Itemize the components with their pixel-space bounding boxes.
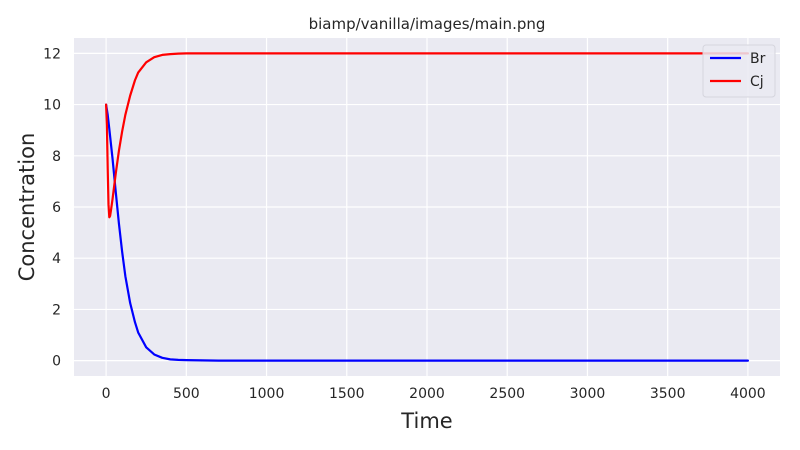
series-lines bbox=[104, 52, 750, 362]
x-tick-label: 3500 bbox=[650, 386, 686, 402]
y-tick-label: 6 bbox=[52, 200, 61, 216]
chart-title: biamp/vanilla/images/main.png bbox=[309, 15, 546, 33]
x-tick-label: 1500 bbox=[329, 386, 365, 402]
x-tick-label: 2500 bbox=[489, 386, 525, 402]
x-tick-label: 2000 bbox=[409, 386, 445, 402]
y-tick-label: 2 bbox=[52, 302, 61, 318]
y-axis-label: Concentration bbox=[15, 133, 39, 282]
series-line-cj bbox=[104, 52, 750, 219]
x-tick-label: 3000 bbox=[570, 386, 606, 402]
x-tick-label: 4000 bbox=[730, 386, 766, 402]
legend-label-br: Br bbox=[750, 51, 766, 67]
y-tick-label: 12 bbox=[43, 46, 61, 62]
tick-labels: 0 500 1000 1500 2000 2500 3000 3500 4000 0 2 4 6 8 10 1… bbox=[43, 46, 766, 402]
legend: Br Cj bbox=[702, 44, 776, 98]
y-tick-label: 8 bbox=[52, 149, 61, 165]
x-axis-label: Time bbox=[400, 409, 452, 433]
y-tick-label: 10 bbox=[43, 98, 61, 114]
series-line-br bbox=[104, 103, 750, 362]
x-tick-label: 0 bbox=[102, 386, 111, 402]
y-tick-label: 4 bbox=[52, 251, 61, 267]
y-tick-label: 0 bbox=[52, 354, 61, 370]
x-tick-label: 500 bbox=[173, 386, 200, 402]
x-tick-label: 1000 bbox=[249, 386, 285, 402]
legend-label-cj: Cj bbox=[750, 74, 764, 90]
